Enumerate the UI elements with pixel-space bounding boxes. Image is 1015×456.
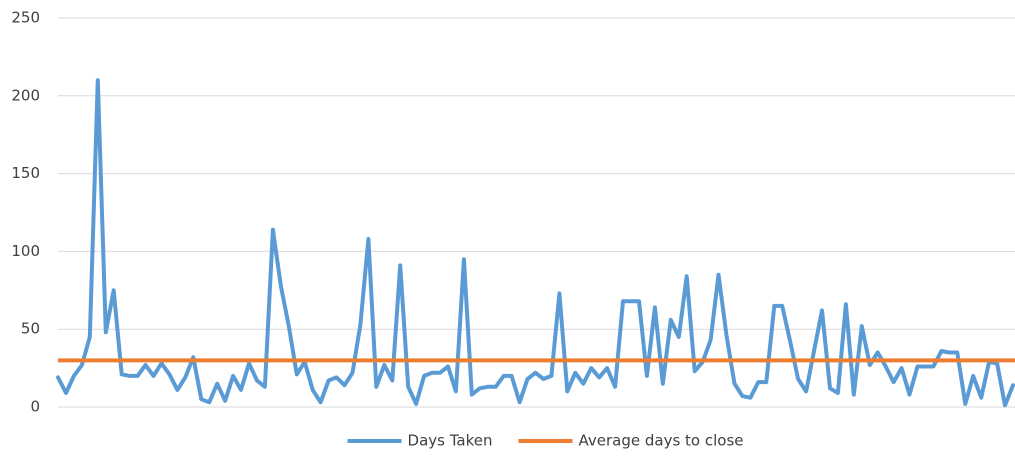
y-tick-label: 100 [11, 242, 40, 260]
data-line [56, 78, 1015, 408]
y-tick-label: 50 [21, 320, 40, 338]
legend-label: Average days to close [578, 432, 743, 450]
y-tick-label: 0 [30, 398, 40, 416]
y-tick-label: 150 [11, 164, 40, 182]
y-tick-label: 250 [11, 9, 40, 27]
legend-label: Days Taken [408, 432, 493, 450]
y-tick-label: 200 [11, 86, 40, 104]
